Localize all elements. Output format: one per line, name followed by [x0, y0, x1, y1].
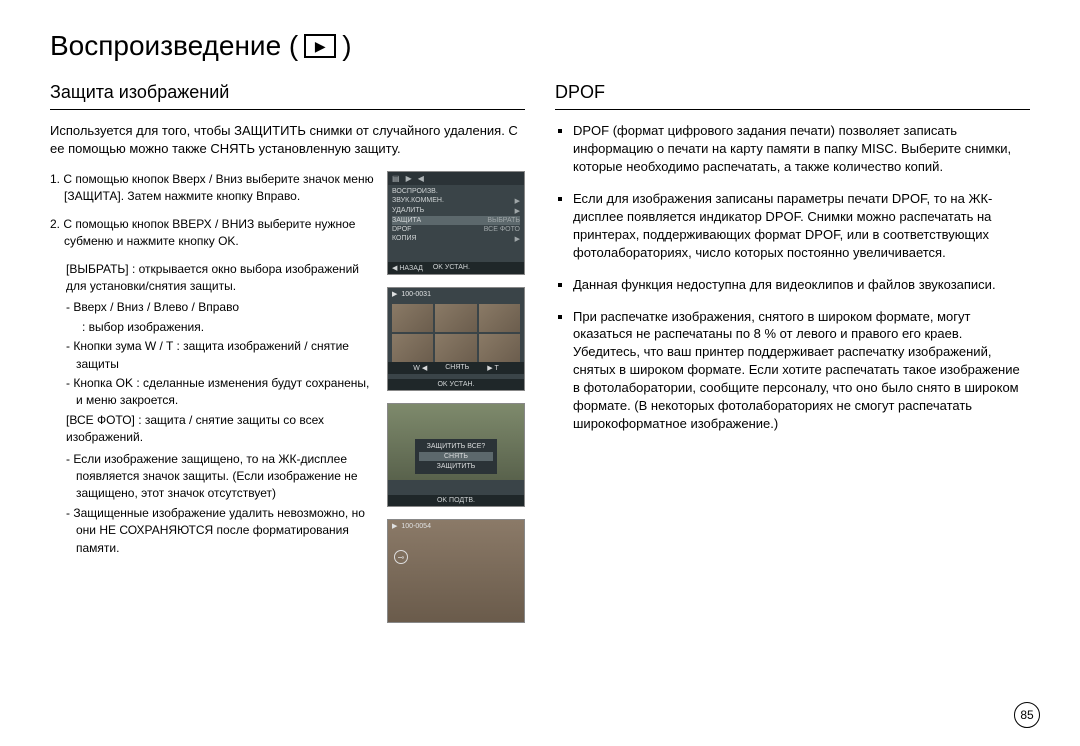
- left-column: Защита изображений Используется для того…: [50, 82, 525, 623]
- dialog-option: ЗАЩИТИТЬ: [421, 462, 491, 471]
- title-prefix: Воспроизведение (: [50, 30, 298, 62]
- play-icon: ▶: [304, 34, 336, 58]
- bullet-2: Если для изображения записаны параметры …: [573, 190, 1030, 262]
- zoom-w: W ◀: [413, 364, 427, 372]
- file-number: 100-0031: [401, 291, 431, 298]
- page-number: 85: [1014, 702, 1040, 728]
- play-icon: ▶: [392, 290, 397, 298]
- tab-icon: ◀: [418, 174, 424, 183]
- bar-center: СНЯТЬ: [445, 364, 469, 372]
- thumbnail: [392, 304, 433, 332]
- menu-row: УДАЛИТЬ: [392, 207, 424, 215]
- menu-row: DPOF: [392, 226, 411, 233]
- dash-1b: : выбор изображения.: [50, 319, 377, 336]
- dialog-question: ЗАЩИТИТЬ ВСЕ?: [421, 442, 491, 451]
- lcd-protected: ▶ 100-0054 ⊸: [387, 519, 525, 623]
- title-suffix: ): [342, 30, 351, 62]
- menu-row-active: ЗАЩИТА: [392, 217, 421, 224]
- right-column: DPOF DPOF (формат цифрового задания печа…: [555, 82, 1030, 623]
- lcd-menu: ▤ ▶ ◀ ВОСПРОИЗВ. ЗВУК.КОММЕН.▶ УДАЛИТЬ▶ …: [387, 171, 525, 275]
- thumbnail: [479, 304, 520, 332]
- left-intro: Используется для того, чтобы ЗАЩИТИТЬ сн…: [50, 122, 525, 157]
- lock-icon: ⊸: [394, 550, 408, 564]
- bullet-1: DPOF (формат цифрового задания печати) п…: [573, 122, 1030, 176]
- bullet-4: При распечатке изображения, снятого в ши…: [573, 308, 1030, 434]
- menu-row: ВОСПРОИЗВ.: [392, 188, 438, 195]
- thumbnail: [392, 334, 433, 362]
- thumbnail: [435, 304, 476, 332]
- footer-ok: OK УСТАН.: [433, 264, 470, 272]
- menu-row: КОПИЯ: [392, 235, 417, 243]
- footer-back: ◀ НАЗАД: [392, 264, 423, 272]
- bullet-3: Данная функция недоступна для видеоклипо…: [573, 276, 1030, 294]
- lcd-thumbnails: ▶ 100-0031 W ◀ С: [387, 287, 525, 391]
- zoom-t: ▶ T: [487, 364, 498, 372]
- left-text-block: 1. С помощью кнопок Вверх / Вниз выберит…: [50, 171, 377, 623]
- step-2: 2. С помощью кнопок ВВЕРХ / ВНИЗ выберит…: [50, 216, 377, 251]
- dash-5: - Защищенные изображение удалить невозмо…: [50, 505, 377, 557]
- dialog-option-active: СНЯТЬ: [419, 452, 493, 461]
- option-all: [ВСЕ ФОТО] : защита / снятие защиты со в…: [50, 412, 377, 447]
- lcd-dialog-screen: ЗАЩИТИТЬ ВСЕ? СНЯТЬ ЗАЩИТИТЬ OK ПОДТВ.: [387, 403, 525, 507]
- step-1: 1. С помощью кнопок Вверх / Вниз выберит…: [50, 171, 377, 206]
- option-select: [ВЫБРАТЬ] : открывается окно выбора изоб…: [50, 261, 377, 296]
- file-number: 100-0054: [401, 523, 431, 530]
- page-title: Воспроизведение ( ▶ ): [50, 30, 1030, 62]
- dash-4: - Если изображение защищено, то на ЖК-ди…: [50, 451, 377, 503]
- photo-people: ▶ 100-0054 ⊸: [388, 520, 524, 622]
- footer-ok: OK УСТАН.: [437, 381, 474, 388]
- menu-row: ЗВУК.КОММЕН.: [392, 197, 444, 205]
- left-heading: Защита изображений: [50, 82, 525, 110]
- dash-2: - Кнопки зума W / T : защита изображений…: [50, 338, 377, 373]
- right-heading: DPOF: [555, 82, 1030, 110]
- tab-icon: ▤: [392, 174, 400, 183]
- lcd-menu-tabs: ▤ ▶ ◀: [388, 172, 524, 185]
- footer-ok: OK ПОДТВ.: [437, 497, 475, 504]
- tab-icon: ▶: [406, 174, 412, 183]
- thumbnail: [479, 334, 520, 362]
- lcd-column: ▤ ▶ ◀ ВОСПРОИЗВ. ЗВУК.КОММЕН. ▶ УДАЛИТЬ ▶ …: [387, 171, 525, 623]
- dash-3: - Кнопка OK : сделанные изменения будут …: [50, 375, 377, 410]
- protect-dialog: ЗАЩИТИТЬ ВСЕ? СНЯТЬ ЗАЩИТИТЬ: [415, 439, 497, 474]
- thumbnail: [435, 334, 476, 362]
- play-icon: ▶: [392, 522, 397, 530]
- dash-1: - Вверх / Вниз / Влево / Вправо: [50, 299, 377, 316]
